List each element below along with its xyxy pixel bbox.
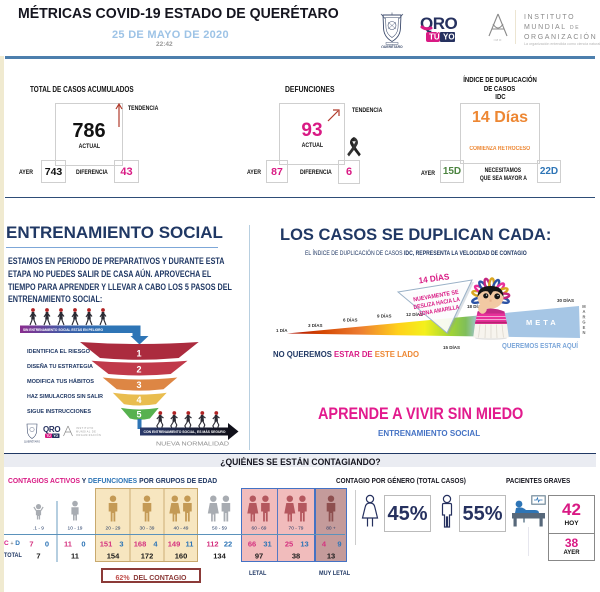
svg-text:QRO: QRO <box>43 425 60 434</box>
svg-text:ORGANIZACIÓN: ORGANIZACIÓN <box>76 434 101 437</box>
svg-text:15 DÍAS: 15 DÍAS <box>443 343 460 350</box>
svg-text:4: 4 <box>136 395 141 405</box>
svg-text:CON ENTRENAMIENTO SOCIAL, ES M: CON ENTRENAMIENTO SOCIAL, ES MÁS SEGURO <box>144 429 226 434</box>
svg-text:SIN ENTRENAMIENTO SOCIAL ESTÁS: SIN ENTRENAMIENTO SOCIAL ESTÁS EN PELIGR… <box>23 327 103 332</box>
svg-text:70 - 79: 70 - 79 <box>289 526 304 532</box>
svg-text:9 DÍAS: 9 DÍAS <box>377 312 392 319</box>
svg-text:0: 0 <box>81 540 85 549</box>
svg-text:7: 7 <box>36 552 40 561</box>
svg-text:G: G <box>582 320 585 325</box>
svg-text:40 - 49: 40 - 49 <box>174 526 189 532</box>
svg-text:QUERÉTARO: QUERÉTARO <box>24 439 40 444</box>
svg-text:38: 38 <box>292 552 300 561</box>
svg-text:11: 11 <box>71 552 79 561</box>
svg-text:TÚ: TÚ <box>429 33 440 42</box>
svg-text:154: 154 <box>107 552 120 561</box>
svg-text:4: 4 <box>322 540 327 549</box>
svg-text:25: 25 <box>285 540 293 549</box>
svg-text:20 - 29: 20 - 29 <box>106 526 121 532</box>
svg-text:QUERÉTARO: QUERÉTARO <box>381 44 403 48</box>
svg-text:97: 97 <box>255 552 263 561</box>
svg-text:18 DÍAS: 18 DÍAS <box>467 302 484 309</box>
svg-text:60 - 69: 60 - 69 <box>252 526 267 532</box>
svg-text:7: 7 <box>29 540 33 549</box>
svg-text:3 DÍAS: 3 DÍAS <box>308 321 323 328</box>
svg-text:R: R <box>583 314 586 319</box>
svg-text:1: 1 <box>136 349 141 359</box>
svg-text:3: 3 <box>119 540 123 549</box>
svg-text:6 DÍAS: 6 DÍAS <box>343 316 358 323</box>
svg-text:1 DÍA: 1 DÍA <box>276 326 288 333</box>
svg-text:YO: YO <box>53 434 58 438</box>
svg-text:10 - 19: 10 - 19 <box>68 526 83 532</box>
svg-text:META: META <box>526 318 559 327</box>
svg-text:22: 22 <box>224 540 232 549</box>
svg-text:0: 0 <box>45 540 49 549</box>
svg-text:INSTITUTO: INSTITUTO <box>76 427 94 430</box>
svg-text:11: 11 <box>64 540 72 549</box>
svg-text:QUEREMOS ESTAR AQUÍ: QUEREMOS ESTAR AQUÍ <box>502 341 579 350</box>
svg-text:134: 134 <box>213 552 226 561</box>
svg-text:12 DÍAS: 12 DÍAS <box>406 310 423 317</box>
svg-text:13: 13 <box>300 540 308 549</box>
svg-text:3: 3 <box>136 380 141 390</box>
svg-text:.1 - 9: .1 - 9 <box>33 526 44 532</box>
svg-text:NUEVA NORMALIDAD: NUEVA NORMALIDAD <box>156 442 229 448</box>
svg-text:149: 149 <box>168 540 181 549</box>
svg-text:IDENTIFICA EL RIESGO: IDENTIFICA EL RIESGO <box>27 349 91 355</box>
svg-text:160: 160 <box>175 552 188 561</box>
svg-text:M: M <box>582 304 586 309</box>
svg-text:112: 112 <box>206 540 218 549</box>
svg-text:SIGUE INSTRUCCIONES: SIGUE INSTRUCCIONES <box>27 409 91 415</box>
svg-text:5: 5 <box>136 410 141 420</box>
svg-text:YO: YO <box>443 33 455 42</box>
svg-text:MODIFICA TUS HÁBITOS: MODIFICA TUS HÁBITOS <box>27 378 94 385</box>
svg-text:172: 172 <box>141 552 154 561</box>
svg-text:MUNDIAL DE: MUNDIAL DE <box>76 431 96 434</box>
svg-text:N: N <box>583 330 586 335</box>
svg-text:11: 11 <box>186 540 194 549</box>
svg-text:13: 13 <box>327 552 335 561</box>
svg-text:9: 9 <box>337 540 341 549</box>
svg-text:31: 31 <box>263 540 271 549</box>
svg-text:2: 2 <box>136 365 141 375</box>
svg-text:DISEÑA TU ESTRATEGIA: DISEÑA TU ESTRATEGIA <box>27 363 93 370</box>
svg-text:30 DÍAS: 30 DÍAS <box>557 296 574 303</box>
svg-text:151: 151 <box>100 540 113 549</box>
svg-text:HAZ SIMULACROS SIN SALIR: HAZ SIMULACROS SIN SALIR <box>27 394 103 400</box>
svg-text:14 DÍAS: 14 DÍAS <box>418 271 450 285</box>
svg-text:30 - 39: 30 - 39 <box>140 526 155 532</box>
svg-text:168: 168 <box>134 540 147 549</box>
svg-text:IMO: IMO <box>494 38 503 42</box>
svg-text:66: 66 <box>248 540 256 549</box>
svg-text:E: E <box>583 325 586 330</box>
svg-text:50 - 59: 50 - 59 <box>212 526 227 532</box>
svg-text:80 +: 80 + <box>326 526 336 532</box>
svg-text:TÚ: TÚ <box>46 433 51 438</box>
svg-text:A: A <box>583 309 586 314</box>
svg-text:4: 4 <box>153 540 158 549</box>
